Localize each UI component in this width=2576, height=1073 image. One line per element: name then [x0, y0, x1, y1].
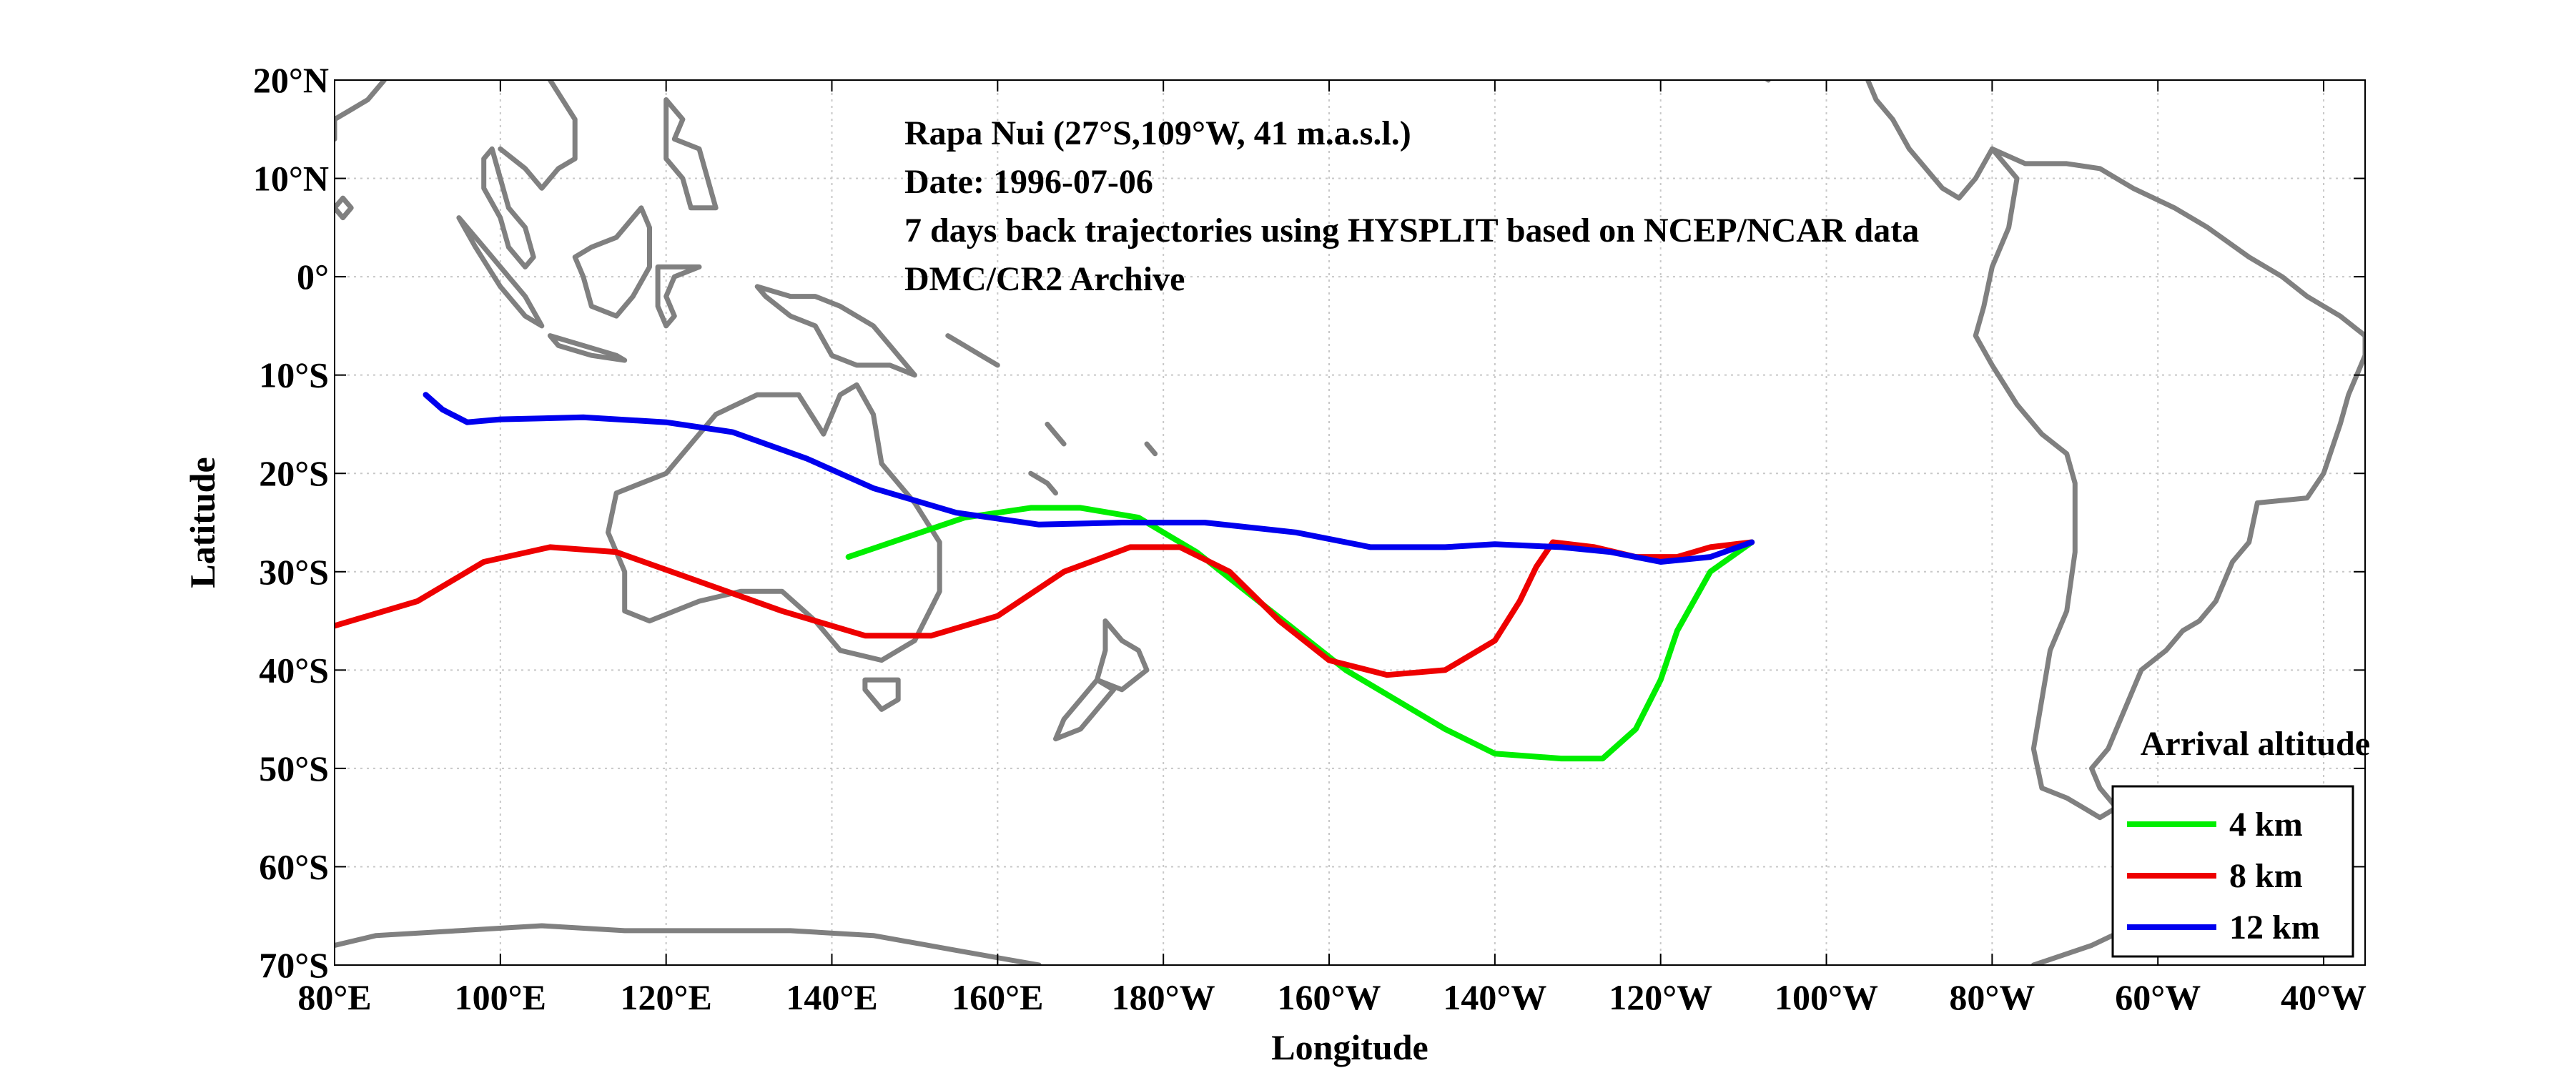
y-axis-title: Latitude [182, 457, 222, 588]
legend-title: Arrival altitude [2141, 725, 2370, 763]
annotation-location: Rapa Nui (27°S,109°W, 41 m.a.s.l.) [904, 114, 1411, 152]
coastline [1028, 470, 1058, 496]
trajectory-4-km [845, 505, 1755, 762]
coastline [663, 97, 719, 211]
y-tick-label: 30°S [259, 552, 329, 592]
legend-label-8-km: 8 km [2229, 857, 2303, 895]
y-tick-label: 10°N [253, 159, 329, 199]
coastline [456, 215, 545, 329]
trajectory-8-km [335, 539, 1755, 678]
annotation-method: 7 days back trajectories using HYSPLIT b… [904, 212, 1919, 249]
coastline [335, 923, 1042, 965]
coastline [655, 264, 702, 329]
plot-frame [334, 79, 2366, 966]
x-tick-label: 120°E [620, 977, 711, 1017]
y-tick-label: 50°S [259, 748, 329, 788]
y-tick-label: 60°S [259, 846, 329, 886]
x-tick-label: 80°E [297, 977, 371, 1017]
x-tick-label: 100°W [1775, 977, 1878, 1017]
x-tick-label: 120°W [1609, 977, 1712, 1017]
x-tick-label: 140°E [786, 977, 877, 1017]
trajectory-lines [335, 392, 1755, 762]
legend-label-4-km: 4 km [2229, 806, 2303, 844]
legend-label-12-km: 12 km [2229, 909, 2320, 946]
coastline [754, 284, 917, 378]
coastline [1045, 421, 1067, 447]
x-tick-label: 180°W [1112, 977, 1215, 1017]
x-tick-label: 160°W [1278, 977, 1381, 1017]
coastline [335, 80, 388, 142]
coastline [945, 333, 1000, 368]
legend: 4 km 8 km 12 km [2111, 785, 2354, 958]
coastline [498, 80, 578, 191]
coastline [547, 333, 628, 363]
x-axis-title: Longitude [1271, 1027, 1428, 1067]
annotation-archive: DMC/CR2 Archive [904, 260, 1185, 298]
x-tick-label: 60°W [2115, 977, 2201, 1017]
coastline [572, 205, 652, 319]
coastline [1144, 441, 1158, 457]
coastline [335, 195, 354, 221]
coastline [481, 146, 536, 270]
coastline [1865, 80, 1995, 201]
y-tick-label: 70°S [259, 945, 329, 985]
coastline [1053, 677, 1117, 742]
y-tick-label: 40°S [259, 650, 329, 690]
y-tick-label: 20°S [259, 453, 329, 493]
coastline [1973, 146, 2365, 821]
x-tick-label: 140°W [1443, 977, 1546, 1017]
y-tick-label: 10°S [259, 355, 329, 395]
coastline [606, 382, 942, 663]
coastline [862, 677, 901, 712]
annotation-date: Date: 1996-07-06 [904, 163, 1153, 201]
x-tick-label: 100°E [455, 977, 546, 1017]
y-tick-label: 20°N [253, 60, 329, 100]
annotation-block: Rapa Nui (27°S,109°W, 41 m.a.s.l.) Date:… [904, 114, 1919, 298]
x-tick-label: 40°W [2281, 977, 2367, 1017]
x-tick-label: 160°E [952, 977, 1043, 1017]
x-tick-labels: 80°E 100°E 120°E 140°E 160°E 180°W 160°W 140°W 1… [297, 977, 2367, 1017]
y-tick-label: 0° [297, 257, 329, 297]
x-tick-label: 80°W [1949, 977, 2035, 1017]
axis-ticks [334, 79, 2365, 966]
coastline [1094, 618, 1150, 693]
trajectory-12-km [423, 392, 1755, 565]
y-tick-labels: 20°N 10°N 0° 10°S 20°S 30°S 40°S 50°S 60°S 70°S [253, 60, 329, 985]
